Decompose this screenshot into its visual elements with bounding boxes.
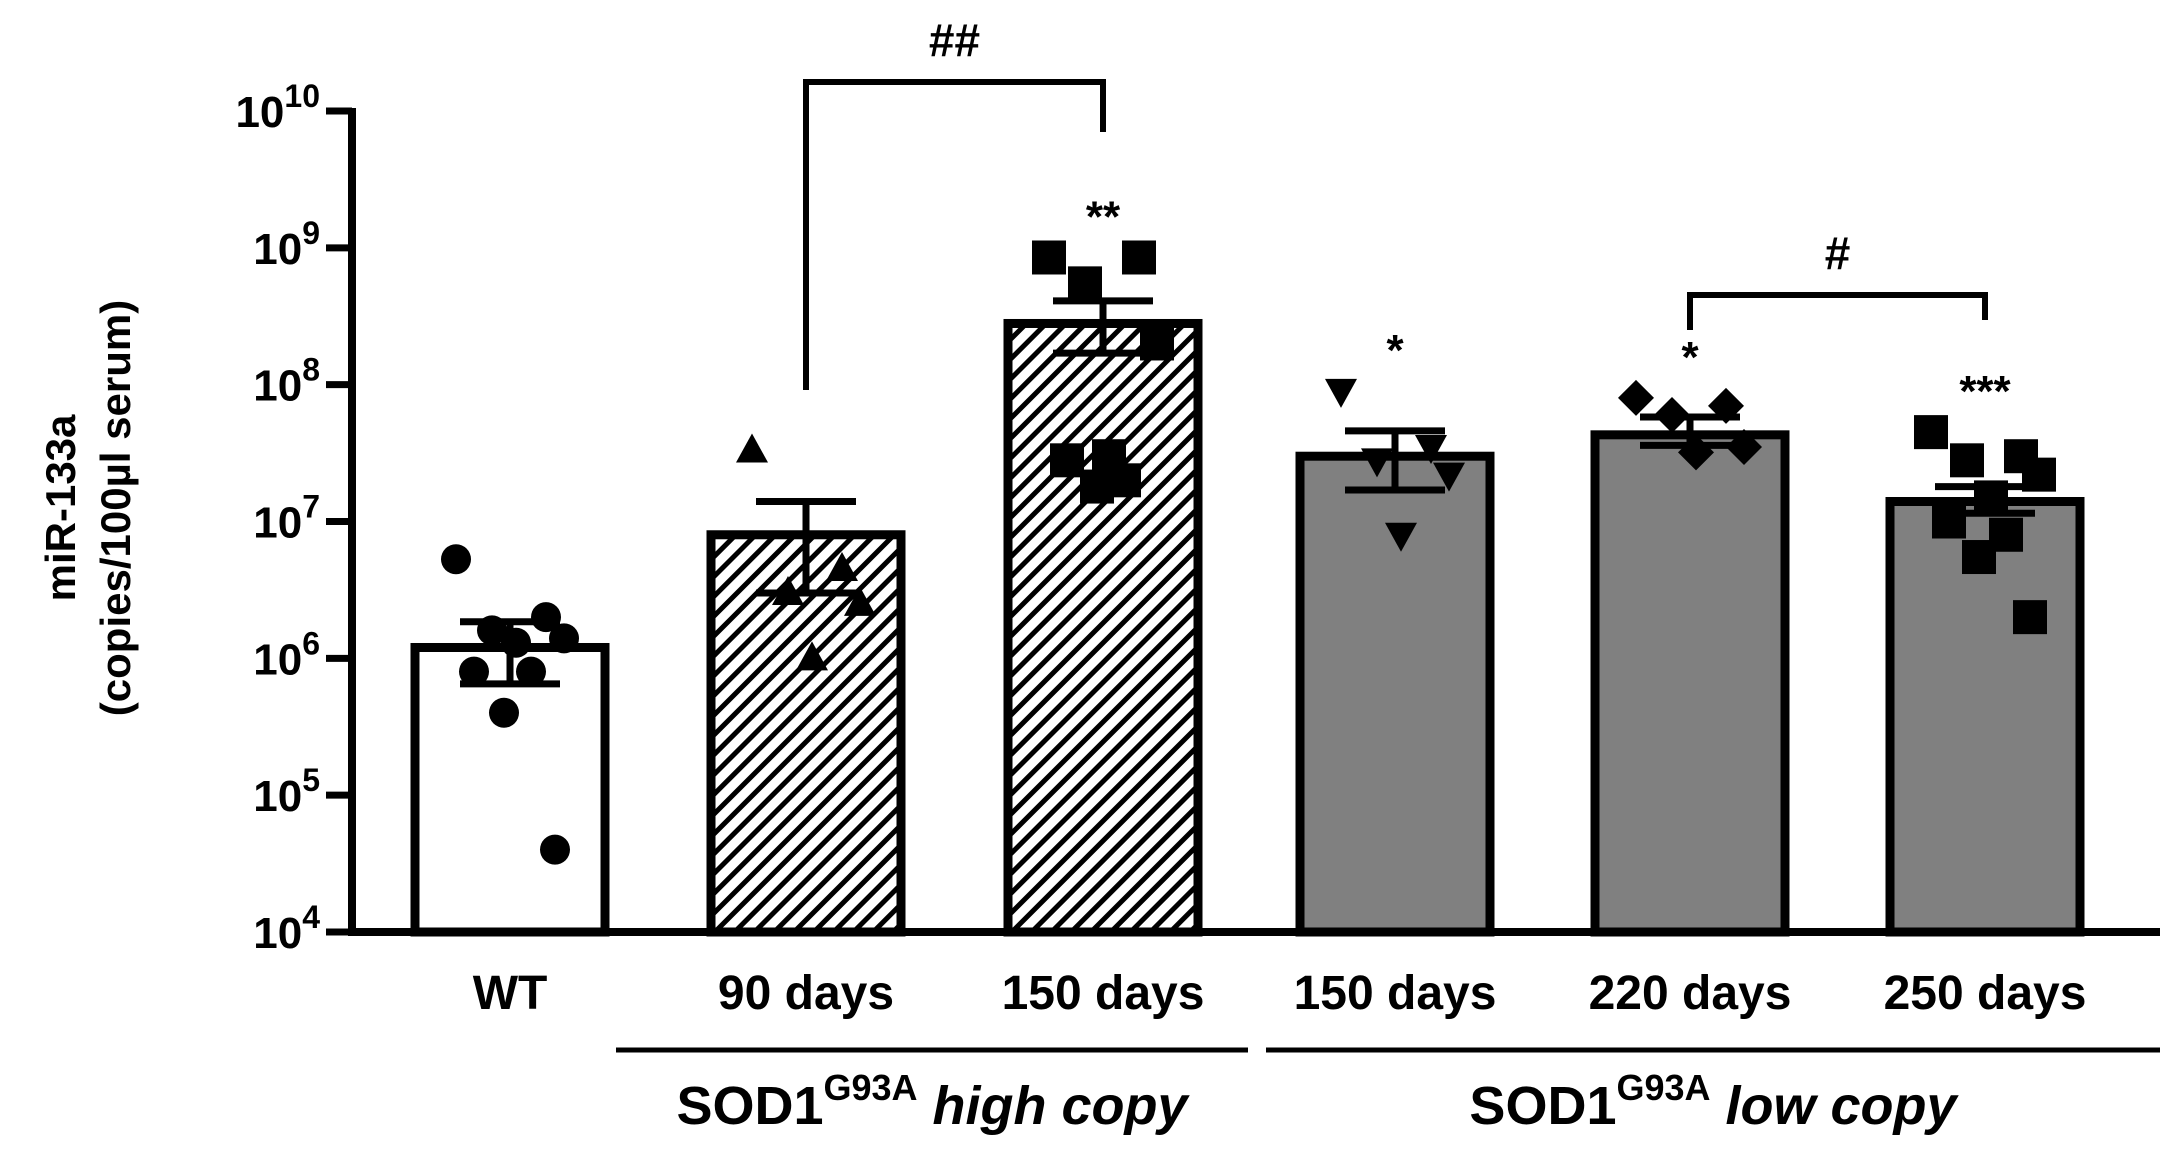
y-tick-label: 108 [253,352,320,411]
data-point-square [1068,266,1102,301]
data-point-circle [459,656,489,687]
data-point-square [1032,240,1066,275]
data-point-square [2013,600,2047,635]
y-axis-label: miR-133a [37,414,84,601]
x-tick-label: 90 days [718,967,894,1020]
y-tick-label: 109 [253,215,320,274]
x-tick-label: 150 days [1294,967,1497,1020]
data-point-triangle-down [1415,435,1447,465]
significance-brackets: ### [803,14,1988,390]
data-point-diamond [1726,429,1762,466]
data-point-circle [516,656,546,687]
bar [410,642,610,937]
bar [706,530,906,937]
y-tick-label: 107 [253,489,320,548]
data-point-square [1050,443,1084,478]
bar [1590,430,1790,937]
data-point-triangle [736,433,768,463]
x-tick-label: 220 days [1589,967,1792,1020]
y-axis-label-units: (copies/100µl serum) [92,300,139,716]
data-point-triangle [826,551,858,581]
x-tick-labels: WT 90 days 150 days 150 days 220 days 250 day… [473,967,2087,1020]
data-point-triangle [796,641,828,671]
x-tick-label: 150 days [1002,967,1205,1020]
significance-bracket [803,79,1106,390]
significance-label: *** [1959,367,2011,416]
group-label: SOD1G93A low copy [1469,1067,1959,1136]
bars: *** **** [410,192,2085,937]
data-point-square [1080,469,1114,504]
data-point-square [1950,443,1984,478]
data-point-square [1122,240,1156,275]
data-point-triangle-down [1433,462,1465,492]
y-tick-label: 105 [253,762,320,821]
y-tick-label: 1010 [235,78,320,137]
data-point-diamond [1618,379,1654,416]
data-point-circle [501,627,531,658]
data-point-triangle-down [1325,378,1357,408]
data-point-circle [549,623,579,654]
data-point-triangle-down [1385,522,1417,552]
data-point-square [1914,415,1948,450]
significance-label: * [1681,333,1699,382]
y-tick-label: 106 [253,625,320,684]
significance-bracket [1687,292,1988,330]
data-point-triangle-down [1361,448,1393,478]
significance-label: ** [1086,192,1121,241]
data-point-circle [540,834,570,865]
group-label: SOD1G93A high copy [676,1067,1190,1136]
y-tick-label: 104 [253,899,320,958]
significance-label: * [1386,326,1404,375]
data-point-triangle [844,586,876,616]
bracket-label: ## [929,14,980,66]
data-point-circle [489,697,519,728]
x-tick-label: 250 days [1884,967,2087,1020]
x-tick-label: WT [473,967,548,1020]
data-point-circle [441,544,471,575]
y-ticks: 104 105 106 107 108 109 1010 [235,78,352,958]
data-point-square [1962,540,1996,575]
group-labels: SOD1G93A high copy SOD1G93A low copy [616,1047,2160,1136]
data-point-square [1932,504,1966,539]
bar [1003,318,1203,937]
bracket-label: # [1825,227,1851,279]
